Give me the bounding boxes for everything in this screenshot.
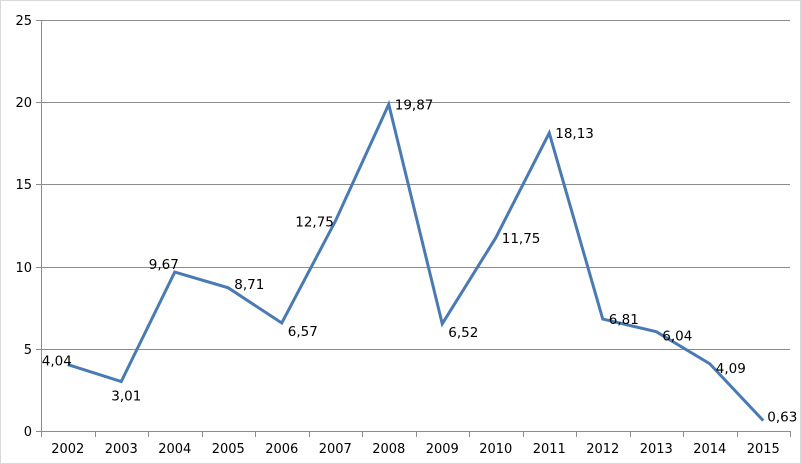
y-tick-label: 0 bbox=[24, 425, 32, 440]
data-label: 6,52 bbox=[448, 325, 478, 341]
data-label: 6,57 bbox=[288, 324, 318, 340]
y-tick-label: 20 bbox=[15, 96, 32, 111]
y-tick-label: 25 bbox=[15, 14, 32, 29]
x-tick-label: 2011 bbox=[533, 442, 566, 457]
axes bbox=[36, 20, 791, 437]
data-label: 6,81 bbox=[609, 312, 639, 328]
data-label: 3,01 bbox=[111, 389, 141, 405]
series-layer bbox=[67, 99, 765, 422]
y-tick-label: 5 bbox=[24, 343, 32, 358]
data-label: 4,09 bbox=[716, 361, 746, 377]
data-label: 11,75 bbox=[502, 231, 541, 247]
y-tick-label: 15 bbox=[15, 178, 32, 193]
data-label: 12,75 bbox=[295, 214, 334, 230]
data-label: 6,04 bbox=[662, 329, 692, 345]
x-tick-label: 2006 bbox=[265, 442, 298, 457]
gridlines bbox=[41, 20, 790, 350]
x-tick-label: 2004 bbox=[158, 442, 191, 457]
x-tick-label: 2010 bbox=[479, 442, 512, 457]
data-label: 4,04 bbox=[42, 354, 72, 370]
data-label: 8,71 bbox=[234, 277, 264, 293]
x-tick-label: 2014 bbox=[693, 442, 726, 457]
data-label: 18,13 bbox=[555, 126, 594, 142]
data-label: 0,63 bbox=[767, 410, 797, 426]
x-tick-labels: 2002 2003 2004 2005 2006 2007 2008 2009 2010 2011… bbox=[51, 442, 780, 457]
x-tick-label: 2007 bbox=[319, 442, 352, 457]
x-tick-label: 2002 bbox=[51, 442, 84, 457]
series-line bbox=[67, 99, 765, 422]
data-label: 9,67 bbox=[149, 257, 179, 273]
data-label: 19,87 bbox=[395, 97, 434, 113]
x-tick-label: 2015 bbox=[747, 442, 780, 457]
y-tick-label: 10 bbox=[15, 261, 32, 276]
x-tick-label: 2012 bbox=[586, 442, 619, 457]
x-tick-label: 2003 bbox=[105, 442, 138, 457]
x-tick-label: 2005 bbox=[212, 442, 245, 457]
y-tick-labels: 0 5 10 15 20 25 bbox=[15, 14, 32, 440]
data-labels: 4,04 3,01 9,67 8,71 6,57 12,75 19,87 6,52 11,75 1… bbox=[42, 97, 798, 425]
x-tick-label: 2009 bbox=[426, 442, 459, 457]
x-tick-label: 2013 bbox=[640, 442, 673, 457]
x-tick-label: 2008 bbox=[372, 442, 405, 457]
